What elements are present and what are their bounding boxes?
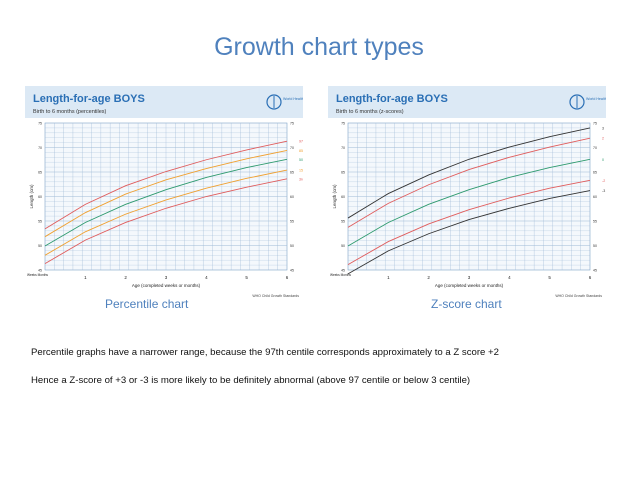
zscore-series-label-0: 3 — [602, 126, 604, 130]
percentile-y-tick-label-right: 65 — [290, 171, 294, 175]
percentile-series-label-3: 15th — [299, 169, 303, 173]
zscore-who-label: World Health Organization — [586, 97, 606, 101]
percentile-series-label-0: 97th — [299, 140, 303, 144]
percentile-who-label: World Health Organization — [283, 97, 303, 101]
zscore-x-tick-label: 3 — [468, 275, 471, 280]
percentile-x-tick-label: 5 — [245, 275, 248, 280]
explanation-text-2: Hence a Z-score of +3 or -3 is more like… — [31, 375, 471, 386]
zscore-y-tick-label-right: 65 — [593, 171, 597, 175]
percentile-x-axis-prefix: Weeks Months — [27, 273, 48, 277]
zscore-series-label-4: -3 — [602, 189, 605, 193]
zscore-series-line-1 — [347, 137, 591, 228]
percentile-who-logo-icon — [266, 94, 282, 110]
zscore-series-line-4 — [347, 190, 591, 275]
zscore-x-tick-label: 4 — [508, 275, 511, 280]
percentile-header-band — [25, 86, 303, 118]
zscore-series-line-3 — [347, 179, 591, 266]
zscore-y-tick-label: 70 — [341, 146, 345, 150]
zscore-who-logo-icon — [569, 94, 585, 110]
zscore-series-line-0 — [347, 127, 591, 219]
percentile-x-tick-label: 4 — [205, 275, 208, 280]
zscore-x-axis-label: Age (completed weeks or months) — [435, 283, 504, 288]
zscore-chart-title: Length-for-age BOYS — [336, 93, 448, 105]
percentile-series-line-3 — [44, 169, 288, 256]
percentile-series-line-0 — [44, 140, 288, 230]
percentile-y-tick-label: 50 — [38, 244, 42, 248]
percentile-y-tick-label-right: 70 — [290, 146, 294, 150]
percentile-series-label-4: 3rd — [299, 177, 303, 181]
percentile-y-tick-label: 70 — [38, 146, 42, 150]
percentile-chart-title: Length-for-age BOYS — [33, 93, 145, 105]
percentile-x-tick-label: 6 — [286, 275, 289, 280]
percentile-x-tick-label: 1 — [84, 275, 87, 280]
zscore-series-label-3: -2 — [602, 179, 605, 183]
percentile-series-label-1: 85th — [299, 149, 303, 153]
zscore-y-tick-label-right: 50 — [593, 244, 597, 248]
zscore-x-tick-label: 6 — [589, 275, 592, 280]
zscore-chart-caption: Z-score chart — [431, 297, 502, 311]
zscore-series-label-1: 2 — [602, 137, 604, 141]
percentile-series-line-4 — [44, 178, 288, 265]
zscore-y-axis-label: Length (cm) — [332, 184, 337, 209]
percentile-x-tick-label: 2 — [124, 275, 127, 280]
percentile-y-tick-label-right: 75 — [290, 122, 294, 126]
zscore-source-label: WHO Child Growth Standards — [555, 294, 602, 298]
zscore-y-tick-label: 55 — [341, 220, 345, 224]
zscore-x-tick-label: 5 — [548, 275, 551, 280]
percentile-y-tick-label-right: 50 — [290, 244, 294, 248]
zscore-y-tick-label: 75 — [341, 122, 345, 126]
zscore-y-tick-label: 60 — [341, 195, 345, 199]
percentile-x-axis-label: Age (completed weeks or months) — [132, 283, 201, 288]
zscore-series-line-2 — [347, 158, 591, 247]
percentile-y-tick-label: 65 — [38, 171, 42, 175]
zscore-y-tick-label: 50 — [341, 244, 345, 248]
percentile-series-line-2 — [44, 158, 288, 247]
zscore-y-tick-label-right: 55 — [593, 220, 597, 224]
percentile-chart-panel: Length-for-age BOYS Birth to 6 months (pe… — [25, 86, 303, 301]
percentile-y-tick-label: 45 — [38, 269, 42, 273]
zscore-x-tick-label: 2 — [427, 275, 430, 280]
percentile-y-tick-label: 60 — [38, 195, 42, 199]
percentile-y-tick-label-right: 45 — [290, 269, 294, 273]
zscore-chart: Length-for-age BOYS Birth to 6 months (z-… — [328, 86, 606, 298]
slide-title: Growth chart types — [214, 33, 424, 61]
zscore-chart-subtitle: Birth to 6 months (z-scores) — [336, 109, 404, 115]
zscore-y-tick-label-right: 60 — [593, 195, 597, 199]
percentile-chart-subtitle: Birth to 6 months (percentiles) — [33, 109, 107, 115]
zscore-x-tick-label: 1 — [387, 275, 390, 280]
zscore-series-label-2: 0 — [602, 158, 604, 162]
zscore-x-axis-prefix: Weeks Months — [330, 273, 351, 277]
percentile-y-tick-label-right: 60 — [290, 195, 294, 199]
percentile-y-tick-label: 75 — [38, 122, 42, 126]
percentile-y-axis-label: Length (cm) — [29, 184, 34, 209]
percentile-y-tick-label: 55 — [38, 220, 42, 224]
zscore-y-tick-label: 45 — [341, 269, 345, 273]
zscore-y-tick-label-right: 75 — [593, 122, 597, 126]
percentile-y-tick-label-right: 55 — [290, 220, 294, 224]
percentile-chart-caption: Percentile chart — [105, 297, 189, 311]
percentile-series-label-2: 50th — [299, 158, 303, 162]
zscore-y-tick-label-right: 45 — [593, 269, 597, 273]
zscore-header-band — [328, 86, 606, 118]
percentile-x-tick-label: 3 — [165, 275, 168, 280]
zscore-y-tick-label-right: 70 — [593, 146, 597, 150]
percentile-series-line-1 — [44, 149, 288, 238]
zscore-chart-panel: Length-for-age BOYS Birth to 6 months (z-… — [328, 86, 606, 301]
percentile-chart: Length-for-age BOYS Birth to 6 months (pe… — [25, 86, 303, 298]
percentile-source-label: WHO Child Growth Standards — [252, 294, 299, 298]
zscore-y-tick-label: 65 — [341, 171, 345, 175]
explanation-text-1: Percentile graphs have a narrower range,… — [31, 347, 499, 358]
